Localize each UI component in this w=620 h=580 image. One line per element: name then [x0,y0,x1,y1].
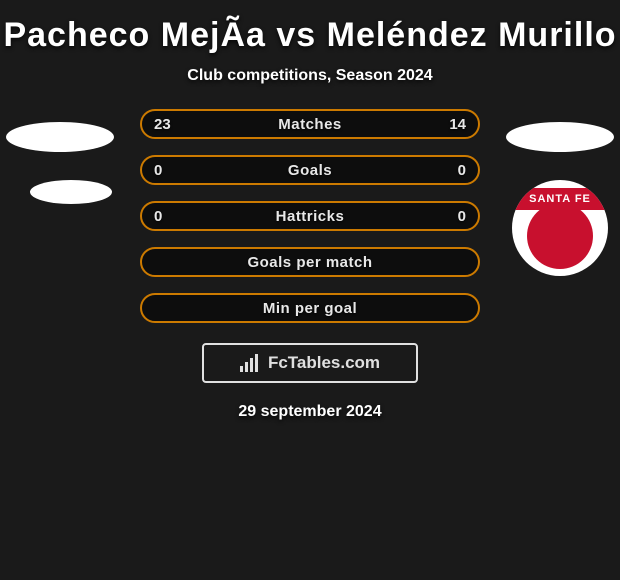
stat-label: Min per goal [263,300,357,317]
bars-icon [240,354,262,372]
club-badge-inner [527,203,593,269]
player-right-ellipse-1 [506,122,614,152]
player-left-ellipse-2 [30,180,112,204]
subtitle: Club competitions, Season 2024 [0,67,620,85]
stat-left-value: 23 [154,116,171,133]
stat-label: Goals per match [247,254,372,271]
stat-left-value: 0 [154,208,162,225]
player-left-ellipse-1 [6,122,114,152]
club-badge: SANTA FE [512,180,608,276]
stat-label: Matches [278,116,342,133]
stat-row-matches: 23 Matches 14 [140,109,480,139]
footer-logo-text: FcTables.com [268,353,380,373]
page-title: Pacheco MejÃ­a vs Meléndez Murillo [0,16,620,55]
club-badge-text: SANTA FE [512,188,608,210]
stat-row-hattricks: 0 Hattricks 0 [140,201,480,231]
stat-right-value: 0 [458,162,466,179]
stat-left-value: 0 [154,162,162,179]
date-text: 29 september 2024 [0,403,620,421]
stat-right-value: 14 [449,116,466,133]
stat-label: Goals [288,162,332,179]
stat-row-goals: 0 Goals 0 [140,155,480,185]
stat-row-min-per-goal: Min per goal [140,293,480,323]
stat-label: Hattricks [276,208,345,225]
stat-right-value: 0 [458,208,466,225]
footer-logo: FcTables.com [202,343,418,383]
stat-row-goals-per-match: Goals per match [140,247,480,277]
